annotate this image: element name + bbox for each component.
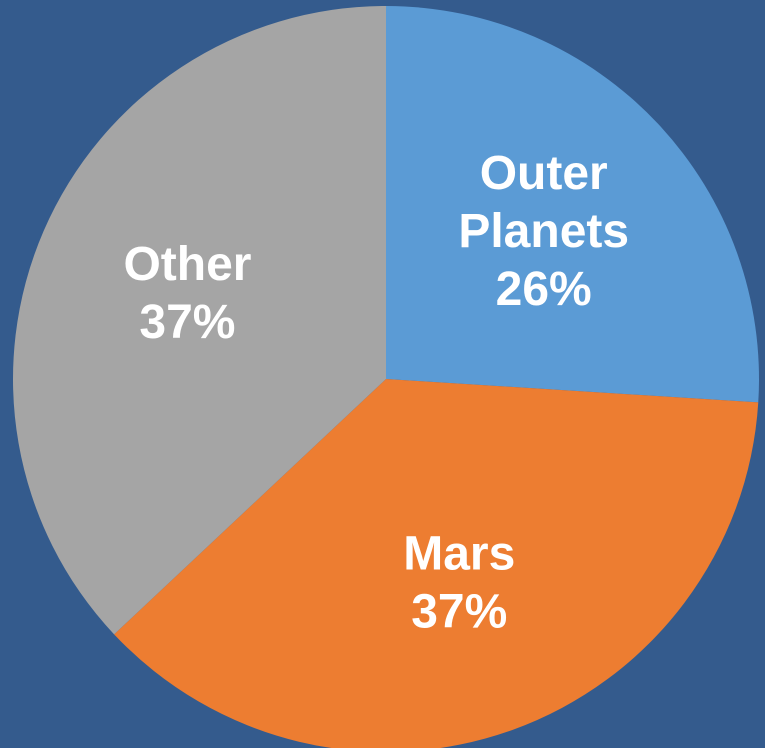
slice-category-label: Mars [403,527,515,580]
pie-slice-mars [114,379,759,748]
pie-slice-outer-planets [386,6,760,403]
slice-label-outer-planets: Outer Planets 26% [458,146,629,315]
slice-category-label: Outer [480,146,608,199]
slice-category-label: Other [123,238,251,291]
pie-slices [12,6,760,748]
slice-category-label: Planets [458,204,629,257]
slice-value-label: 26% [496,262,592,315]
slice-value-label: 37% [139,296,235,349]
pie-slice-other [12,6,387,635]
slice-label-mars: Mars 37% [403,527,515,638]
pie-labels: Outer Planets 26%Mars 37%Other 37% [123,146,629,638]
slice-label-other: Other 37% [123,238,251,349]
slice-value-label: 37% [411,585,507,638]
